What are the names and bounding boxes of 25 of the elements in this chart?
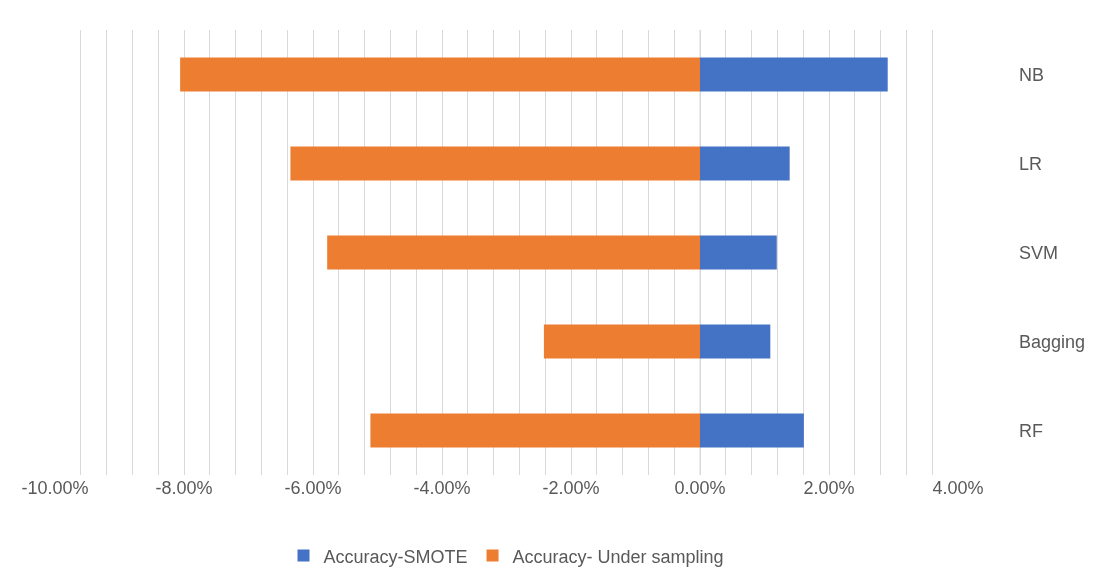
bar bbox=[290, 146, 700, 181]
x-tick-label: 0.00% bbox=[674, 478, 726, 498]
bar bbox=[180, 57, 700, 92]
y-tick-label: RF bbox=[1019, 420, 1043, 441]
x-tick-label: 4.00% bbox=[932, 478, 984, 498]
bar bbox=[700, 235, 777, 270]
x-tick-label: -6.00% bbox=[284, 478, 342, 498]
x-tick-label: -2.00% bbox=[542, 478, 600, 498]
y-tick-label: Bagging bbox=[1019, 331, 1086, 352]
y-tick-label: SVM bbox=[1019, 242, 1059, 263]
legend-label: Accuracy-SMOTE bbox=[323, 546, 468, 567]
x-tick-label: -4.00% bbox=[413, 478, 471, 498]
bar bbox=[700, 57, 888, 92]
legend-label: Accuracy- Under sampling bbox=[512, 546, 724, 567]
x-tick-label: 2.00% bbox=[803, 478, 855, 498]
bar bbox=[700, 413, 804, 448]
x-tick-label: -10.00% bbox=[21, 478, 89, 498]
bar bbox=[370, 413, 700, 448]
x-tick-label: -8.00% bbox=[155, 478, 213, 498]
y-tick-label: LR bbox=[1019, 153, 1043, 174]
bar bbox=[700, 146, 790, 181]
y-tick-label: NB bbox=[1019, 64, 1045, 85]
bar bbox=[543, 324, 700, 359]
bar bbox=[327, 235, 700, 270]
bar bbox=[700, 324, 771, 359]
